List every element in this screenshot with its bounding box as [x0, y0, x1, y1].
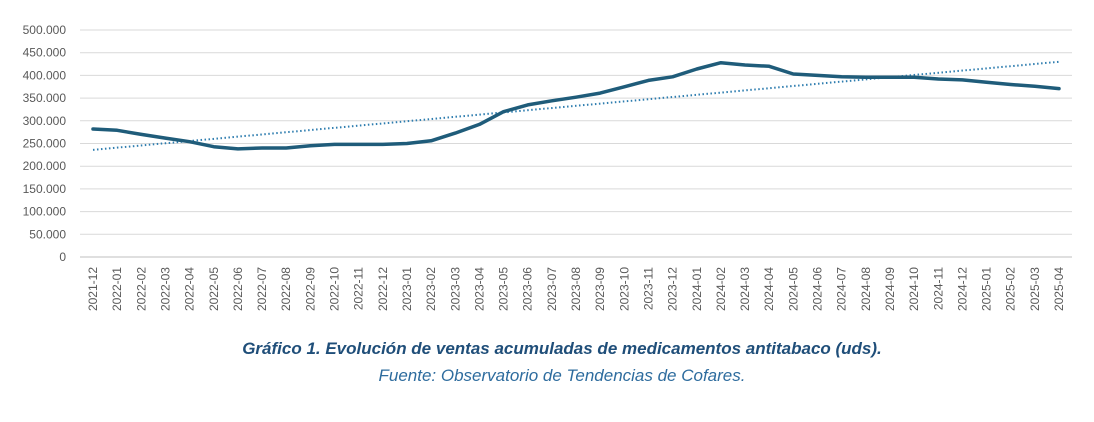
x-tick-label: 2022-09	[303, 267, 317, 311]
x-tick-label: 2024-06	[811, 267, 825, 311]
x-tick-label: 2023-06	[521, 267, 535, 311]
x-tick-label: 2024-09	[883, 267, 897, 311]
x-tick-label: 2025-01	[980, 267, 994, 311]
y-tick-label: 50.000	[29, 227, 66, 241]
gridlines	[80, 29, 1072, 258]
x-tick-label: 2022-07	[255, 267, 269, 311]
x-tick-label: 2025-03	[1028, 267, 1042, 311]
x-tick-label: 2023-04	[472, 267, 486, 311]
x-tick-label: 2022-05	[207, 267, 221, 311]
x-tick-label: 2024-05	[786, 267, 800, 311]
x-tick-label: 2022-12	[376, 267, 390, 311]
x-tick-label: 2022-02	[134, 267, 148, 311]
x-tick-label: 2023-10	[617, 267, 631, 311]
x-tick-label: 2025-02	[1004, 267, 1018, 311]
y-tick-label: 500.000	[23, 23, 67, 37]
chart-title: Gráfico 1. Evolución de ventas acumulada…	[242, 339, 882, 358]
x-tick-label: 2024-03	[738, 267, 752, 311]
x-tick-label: 2022-03	[158, 267, 172, 311]
line-chart: 0 50.000 100.000 150.000 200.000 250.000 300.0…	[23, 23, 1072, 311]
x-tick-label: 2022-04	[183, 267, 197, 311]
y-tick-label: 300.000	[23, 114, 67, 128]
x-tick-label: 2023-03	[448, 267, 462, 311]
x-tick-label: 2025-04	[1052, 267, 1066, 311]
x-tick-label: 2023-07	[545, 267, 559, 311]
x-tick-label: 2024-10	[907, 267, 921, 311]
y-tick-label: 400.000	[23, 68, 67, 82]
y-tick-label: 450.000	[23, 46, 67, 60]
x-tick-label: 2024-01	[690, 267, 704, 311]
x-tick-label: 2023-02	[424, 267, 438, 311]
x-tick-label: 2023-08	[569, 267, 583, 311]
y-tick-label: 200.000	[23, 159, 67, 173]
x-tick-label: 2024-12	[955, 267, 969, 311]
x-tick-label: 2022-01	[110, 267, 124, 311]
x-tick-label: 2023-11	[641, 267, 655, 310]
x-tick-label: 2022-08	[279, 267, 293, 311]
x-tick-label: 2024-08	[859, 267, 873, 311]
x-tick-label: 2024-02	[714, 267, 728, 311]
series-line	[91, 60, 1061, 151]
chart-source: Fuente: Observatorio de Tendencias de Co…	[378, 366, 746, 385]
x-axis-ticks: 2021-12 2022-01 2022-02 2022-03 2022-04 2022-…	[86, 267, 1066, 311]
x-tick-label: 2023-12	[666, 267, 680, 311]
x-tick-label: 2023-05	[497, 267, 511, 311]
x-tick-label: 2024-04	[762, 267, 776, 311]
x-tick-label: 2022-11	[352, 267, 366, 310]
x-tick-label: 2021-12	[86, 267, 100, 311]
x-tick-label: 2024-07	[835, 267, 849, 311]
y-tick-label: 350.000	[23, 91, 67, 105]
y-tick-label: 250.000	[23, 137, 67, 151]
y-tick-label: 100.000	[23, 205, 67, 219]
y-tick-label: 0	[59, 250, 66, 264]
x-tick-label: 2022-06	[231, 267, 245, 311]
y-axis-ticks: 0 50.000 100.000 150.000 200.000 250.000 300.0…	[23, 23, 67, 264]
y-tick-label: 150.000	[23, 182, 67, 196]
x-tick-label: 2023-09	[593, 267, 607, 311]
x-tick-label: 2024-11	[931, 267, 945, 310]
x-tick-label: 2022-10	[328, 267, 342, 311]
x-tick-label: 2023-01	[400, 267, 414, 311]
